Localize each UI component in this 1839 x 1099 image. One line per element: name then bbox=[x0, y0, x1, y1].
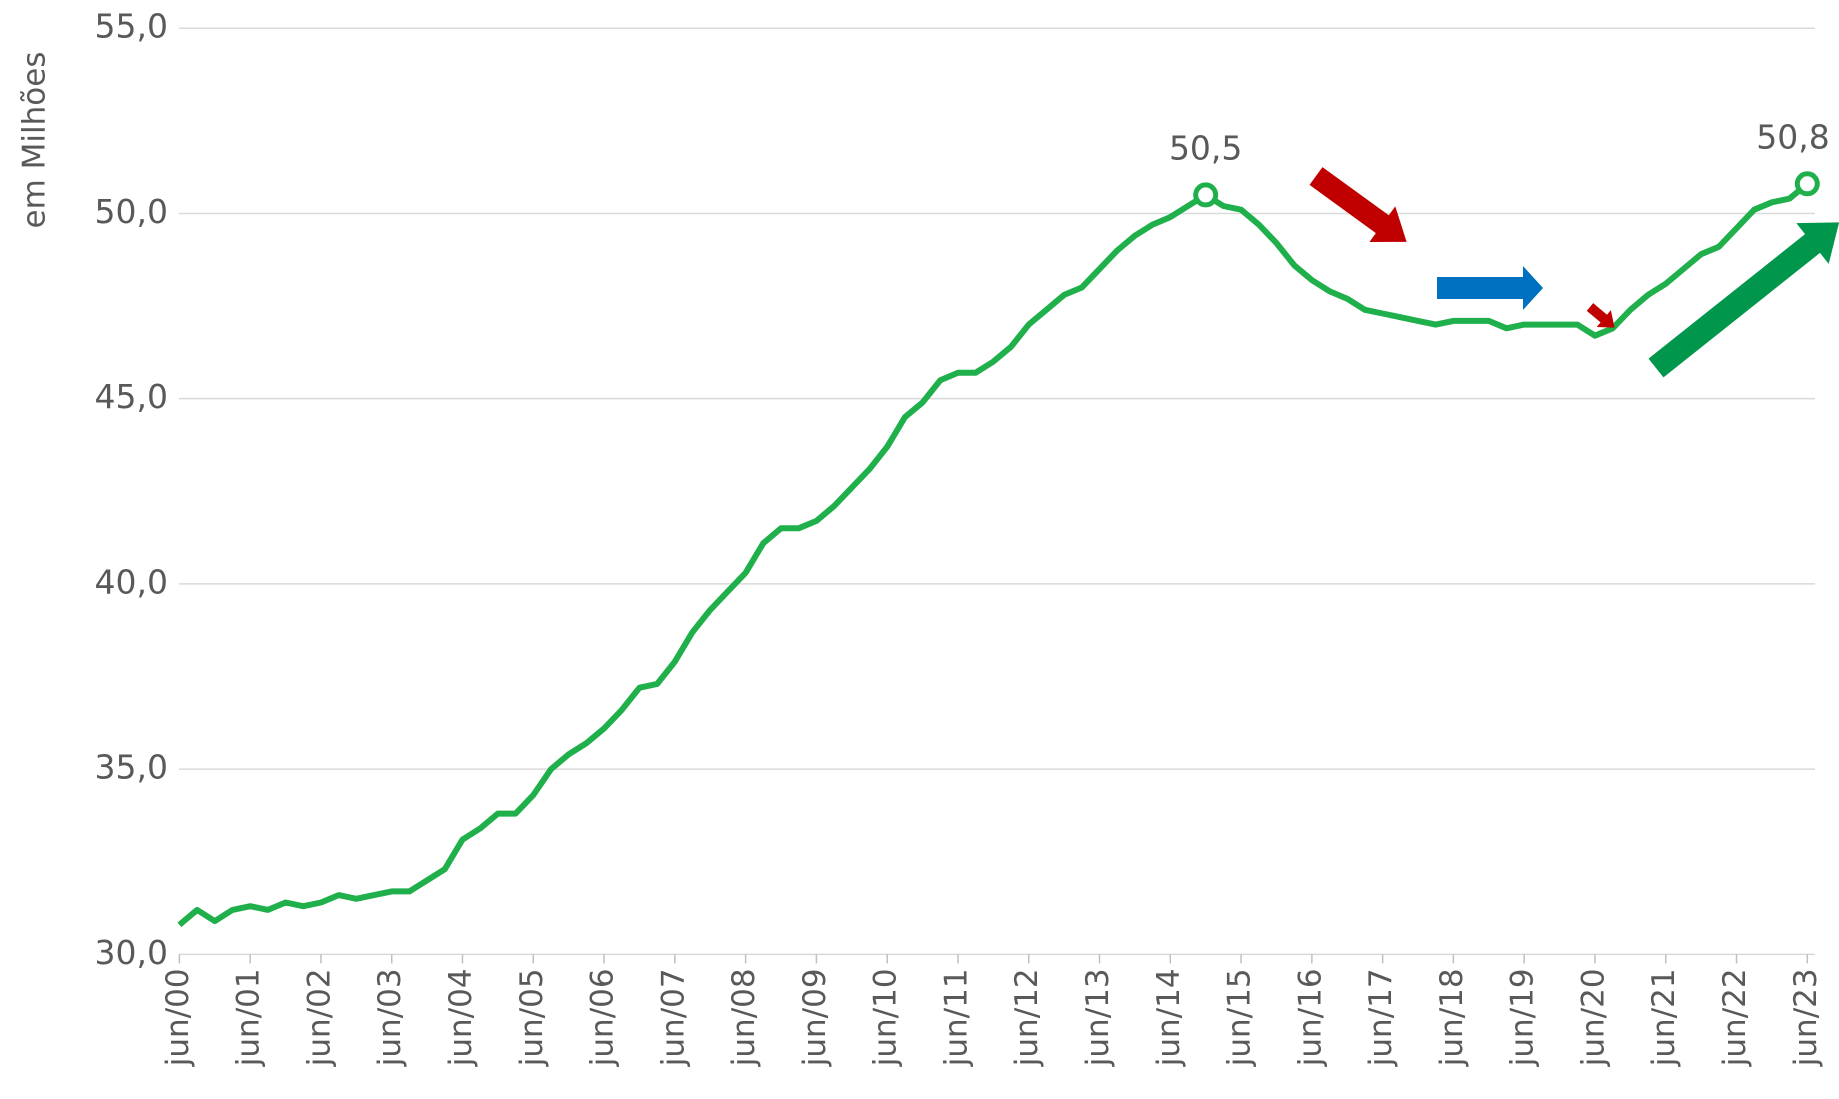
flat-arrow bbox=[1437, 266, 1543, 310]
x-tick-label: jun/18 bbox=[1434, 968, 1470, 1067]
small-down-arrow bbox=[1586, 303, 1615, 328]
value-label: 50,8 bbox=[1756, 117, 1829, 156]
down-arrow bbox=[1309, 167, 1407, 242]
x-tick-label: jun/10 bbox=[868, 968, 904, 1067]
x-tick-label: jun/15 bbox=[1222, 968, 1258, 1067]
y-tick-label: 50,0 bbox=[95, 192, 168, 231]
x-tick-label: jun/05 bbox=[514, 968, 550, 1067]
x-tick-label: jun/13 bbox=[1080, 968, 1116, 1067]
x-tick-label: jun/23 bbox=[1788, 968, 1824, 1067]
y-tick-label: 35,0 bbox=[95, 748, 168, 787]
x-tick-label: jun/19 bbox=[1505, 968, 1541, 1067]
x-tick-label: jun/20 bbox=[1575, 968, 1611, 1067]
x-tick-label: jun/14 bbox=[1151, 968, 1187, 1067]
x-tick-label: jun/03 bbox=[372, 968, 408, 1067]
x-tick-label: jun/21 bbox=[1646, 968, 1682, 1067]
point-marker bbox=[1794, 171, 1820, 197]
x-tick-label: jun/22 bbox=[1717, 968, 1753, 1067]
x-tick-label: jun/11 bbox=[938, 968, 974, 1067]
y-tick-label: 30,0 bbox=[95, 933, 168, 972]
up-arrow bbox=[1648, 222, 1839, 378]
point-marker bbox=[1193, 182, 1219, 208]
x-tick-label: jun/17 bbox=[1363, 968, 1399, 1067]
y-tick-label: 55,0 bbox=[95, 7, 168, 46]
plot: 50,5 50,8 bbox=[177, 117, 1830, 928]
x-tick-label: jun/16 bbox=[1292, 968, 1328, 1067]
value-label: 50,5 bbox=[1169, 128, 1242, 167]
y-tick-label: 45,0 bbox=[95, 377, 168, 416]
x-tick-label: jun/07 bbox=[655, 968, 691, 1067]
y-tick-label: 40,0 bbox=[95, 562, 168, 601]
x-tick-label: jun/00 bbox=[160, 968, 196, 1067]
grid: 30,0 35,0 40,0 45,0 50,0 55,0 jun/00 jun/01 jun/… bbox=[95, 7, 1824, 1068]
x-tick-label: jun/06 bbox=[585, 968, 621, 1067]
y-axis-label: em Milhões bbox=[17, 52, 53, 229]
x-tick-label: jun/08 bbox=[726, 968, 762, 1067]
x-tick-label: jun/01 bbox=[231, 968, 267, 1067]
x-tick-label: jun/09 bbox=[797, 968, 833, 1067]
line bbox=[177, 181, 1810, 928]
x-tick-label: jun/04 bbox=[443, 968, 479, 1067]
x-tick-label: jun/12 bbox=[1009, 968, 1045, 1067]
x-tick-label: jun/02 bbox=[301, 968, 337, 1067]
